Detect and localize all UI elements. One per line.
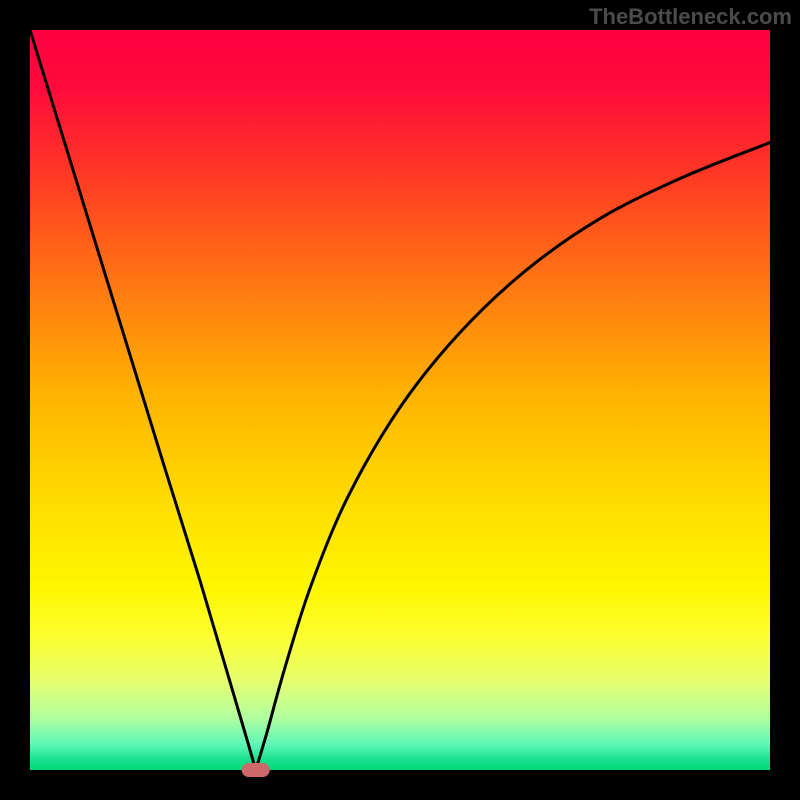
- bottleneck-chart: [0, 0, 800, 800]
- watermark-text: TheBottleneck.com: [589, 4, 792, 30]
- gradient-background: [30, 30, 770, 770]
- dip-marker: [242, 763, 270, 777]
- chart-container: TheBottleneck.com: [0, 0, 800, 800]
